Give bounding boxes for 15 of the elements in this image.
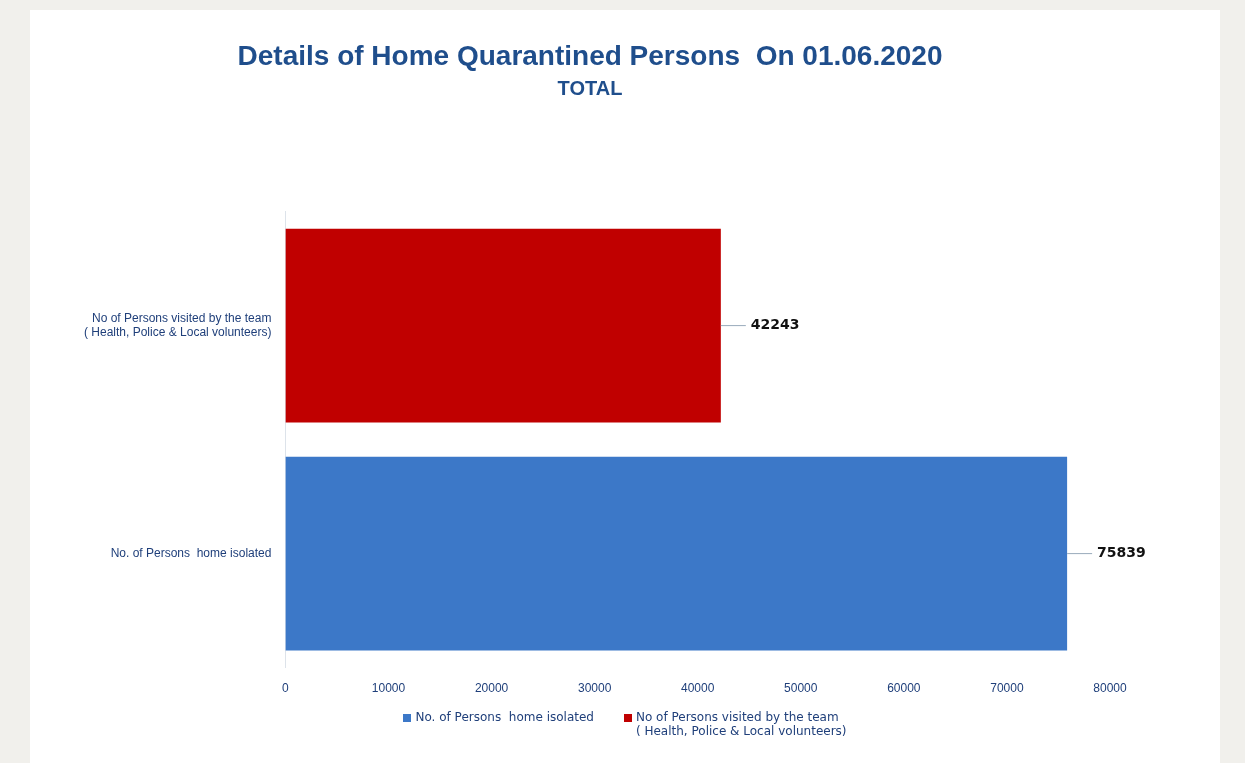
x-tick-label: 0 [282,681,290,696]
x-tick-label: 50000 [784,681,818,696]
legend-label: No of Persons visited by the team ( Health, Police & Local volunteers) [635,710,847,738]
chart-subtitle: TOTAL [557,77,623,100]
x-tick-label: 70000 [990,681,1024,696]
data-label: 75839 [1097,544,1146,561]
x-tick-label: 20000 [474,681,509,696]
x-tick-label: 30000 [577,681,612,696]
x-tick-label: 80000 [1093,681,1128,696]
x-tick-label: 10000 [371,681,406,696]
x-tick-label: 40000 [681,681,715,696]
x-tick-label: 60000 [887,681,921,696]
legend-label: No. of Persons home isolated [415,710,594,724]
data-label: 42243 [750,316,800,333]
chart-title: Details of Home Quarantined Persons On 01.06.2020 [237,39,943,71]
